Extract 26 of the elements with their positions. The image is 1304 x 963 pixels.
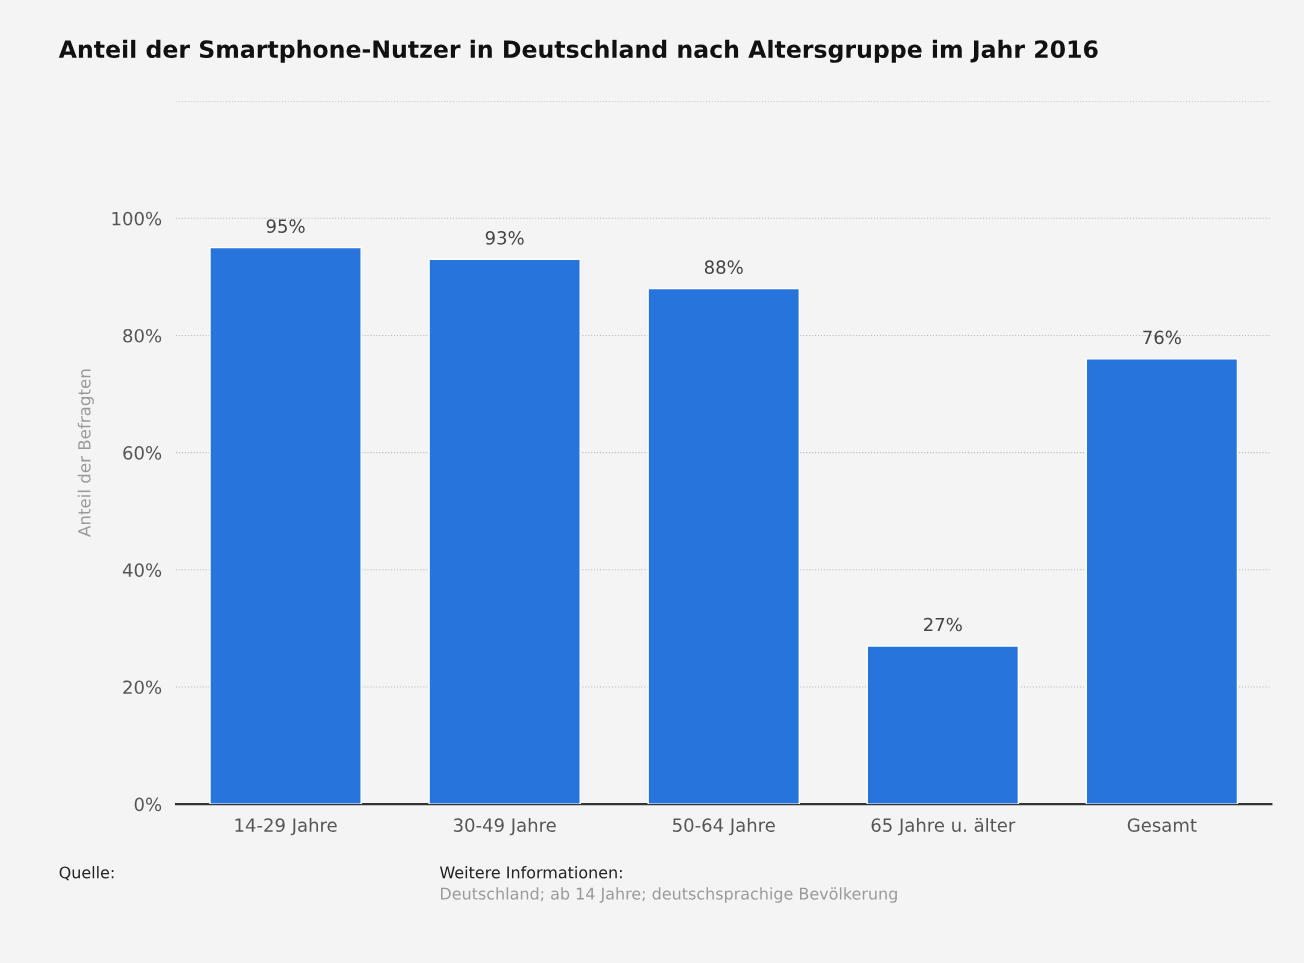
bar: [647, 287, 800, 805]
bar: [209, 246, 362, 805]
x-tick-label: 14-29 Jahre: [235, 817, 337, 836]
bar: [1085, 358, 1239, 805]
source-note: Quelle:: [59, 866, 114, 881]
x-tick-label: 65 Jahre u. älter: [871, 817, 1016, 836]
y-tick-label: 0%: [134, 797, 162, 812]
chart-title: Anteil der Smartphone-Nutzer in Deutschland nach Altersgruppe im Jahr 2016: [58, 39, 1098, 63]
y-axis-title: Anteil der Befragten: [77, 369, 94, 537]
data-label: 88%: [704, 260, 743, 274]
y-tick-label: 60%: [123, 446, 162, 460]
x-tick-label: Gesamt: [1127, 818, 1197, 832]
bar: [866, 645, 1020, 805]
text: Deutschland; ab 14 Jahre; deutschsprachige Bevölkerung: [441, 887, 897, 903]
y-tick-label: 80%: [123, 328, 162, 343]
y-tick-label: 40%: [122, 563, 162, 577]
data-label: 76%: [1143, 330, 1181, 345]
bar: [428, 258, 581, 805]
text: Weitere Informationen:: [439, 866, 622, 879]
x-tick-label: 30-49 Jahre: [453, 817, 556, 836]
x-tick-label: 50-64 Jahre: [673, 817, 775, 836]
data-label: 93%: [485, 231, 524, 245]
y-tick-label: 20%: [123, 680, 162, 695]
y-tick-label: 100%: [112, 211, 162, 226]
data-label: 27%: [924, 617, 962, 632]
data-label: 95%: [266, 219, 305, 233]
